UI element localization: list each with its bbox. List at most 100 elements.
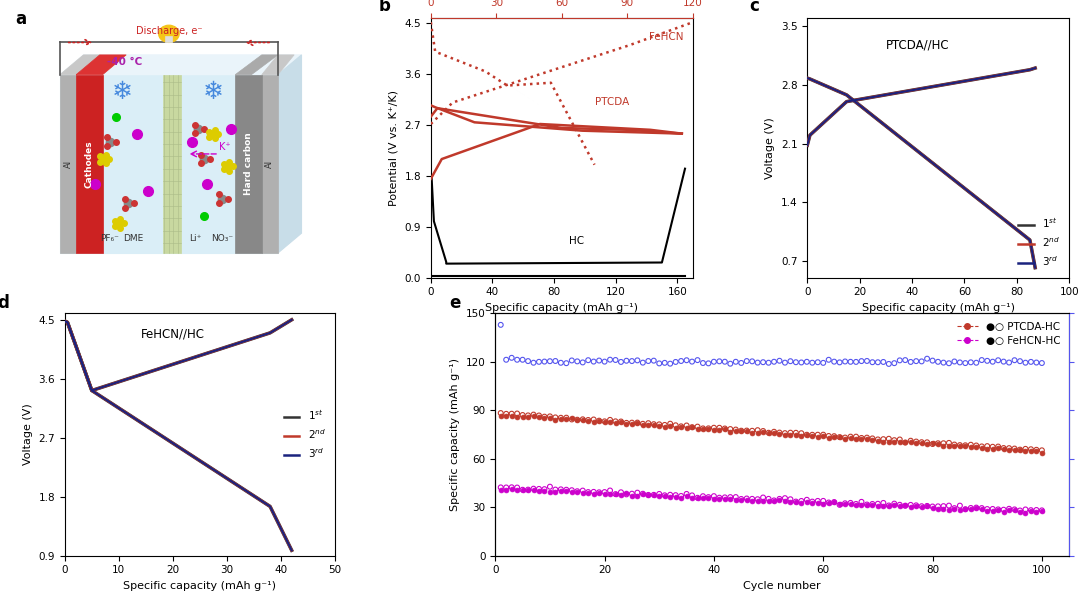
Point bbox=[667, 492, 685, 502]
Point bbox=[602, 486, 619, 495]
Point bbox=[743, 496, 760, 506]
Point bbox=[492, 485, 510, 495]
Point bbox=[563, 415, 580, 424]
X-axis label: Specific capacity (mAh g⁻¹): Specific capacity (mAh g⁻¹) bbox=[485, 303, 638, 313]
Point bbox=[700, 492, 717, 502]
Point bbox=[907, 501, 924, 510]
Point bbox=[755, 428, 772, 437]
Point bbox=[820, 498, 837, 507]
Legend: ●○ PTCDA-HC, ●○ FeHCN-HC: ●○ PTCDA-HC, ●○ FeHCN-HC bbox=[954, 319, 1064, 349]
Point bbox=[886, 499, 903, 508]
Point bbox=[738, 426, 755, 436]
Point bbox=[689, 424, 706, 434]
Point bbox=[662, 419, 679, 428]
Y-axis label: Voltage (V): Voltage (V) bbox=[23, 404, 32, 465]
Point bbox=[536, 412, 553, 421]
Point bbox=[645, 421, 662, 430]
Point bbox=[880, 501, 897, 510]
Point bbox=[662, 422, 679, 431]
Point bbox=[989, 505, 1007, 515]
Point bbox=[825, 497, 842, 506]
Point bbox=[705, 494, 723, 504]
Point bbox=[732, 495, 750, 505]
Point bbox=[678, 424, 696, 433]
Point bbox=[1034, 448, 1051, 457]
Point bbox=[716, 493, 733, 502]
Point bbox=[968, 443, 985, 452]
Point bbox=[656, 492, 673, 501]
Point bbox=[700, 359, 717, 368]
Point bbox=[607, 355, 624, 365]
Point bbox=[618, 488, 635, 498]
X-axis label: Specific capacity (mAh g⁻¹): Specific capacity (mAh g⁻¹) bbox=[862, 303, 1015, 313]
Point bbox=[766, 357, 783, 366]
Text: d: d bbox=[0, 294, 9, 312]
Point bbox=[656, 358, 673, 368]
Point bbox=[918, 501, 935, 511]
Point bbox=[869, 435, 887, 444]
Point bbox=[875, 437, 892, 446]
Point bbox=[629, 356, 646, 365]
Point bbox=[836, 433, 853, 442]
Text: ❄: ❄ bbox=[203, 80, 224, 104]
Point bbox=[962, 503, 980, 512]
Point bbox=[973, 443, 990, 453]
Point bbox=[946, 440, 963, 449]
Point bbox=[848, 500, 865, 509]
Point bbox=[864, 436, 881, 445]
Point bbox=[634, 490, 651, 499]
Point bbox=[623, 418, 640, 427]
Point bbox=[848, 434, 865, 444]
Point bbox=[951, 441, 969, 451]
Point bbox=[591, 489, 608, 498]
Point bbox=[618, 420, 635, 429]
Point bbox=[957, 358, 974, 368]
Point bbox=[503, 411, 521, 421]
Point bbox=[864, 499, 881, 509]
Point bbox=[623, 419, 640, 428]
Point bbox=[777, 428, 794, 438]
Point bbox=[760, 428, 778, 437]
Point bbox=[509, 412, 526, 421]
Point bbox=[777, 358, 794, 368]
Point bbox=[1011, 445, 1028, 454]
Point bbox=[809, 433, 826, 442]
Bar bbox=[261, 74, 278, 253]
Point bbox=[989, 442, 1007, 452]
Point bbox=[787, 358, 805, 367]
Point bbox=[1028, 358, 1045, 367]
Point bbox=[1017, 508, 1035, 518]
Point bbox=[738, 495, 755, 504]
Point bbox=[923, 438, 941, 447]
Point bbox=[941, 441, 958, 451]
Point bbox=[1028, 445, 1045, 454]
Point bbox=[907, 356, 924, 366]
Point bbox=[1000, 505, 1017, 514]
Y-axis label: Potential (V vs. K⁺/K): Potential (V vs. K⁺/K) bbox=[389, 90, 399, 206]
Point bbox=[678, 492, 696, 501]
Point bbox=[721, 427, 739, 436]
Point bbox=[575, 486, 592, 495]
Point bbox=[536, 413, 553, 423]
Point bbox=[689, 493, 706, 502]
Point bbox=[1000, 504, 1017, 514]
Point bbox=[814, 430, 832, 439]
Point bbox=[607, 417, 624, 426]
Point bbox=[727, 492, 744, 502]
Point bbox=[727, 426, 744, 436]
Point bbox=[935, 501, 953, 511]
Text: PTCDA//HC: PTCDA//HC bbox=[886, 39, 949, 52]
Point bbox=[732, 494, 750, 504]
Point bbox=[875, 434, 892, 444]
Point bbox=[498, 485, 515, 495]
Polygon shape bbox=[261, 55, 294, 74]
Point bbox=[546, 415, 564, 425]
Point bbox=[918, 501, 935, 511]
Polygon shape bbox=[235, 55, 278, 74]
Point bbox=[738, 356, 755, 366]
Point bbox=[694, 358, 712, 368]
Point bbox=[623, 356, 640, 366]
Point bbox=[645, 491, 662, 500]
Point bbox=[623, 491, 640, 501]
Point bbox=[809, 498, 826, 507]
